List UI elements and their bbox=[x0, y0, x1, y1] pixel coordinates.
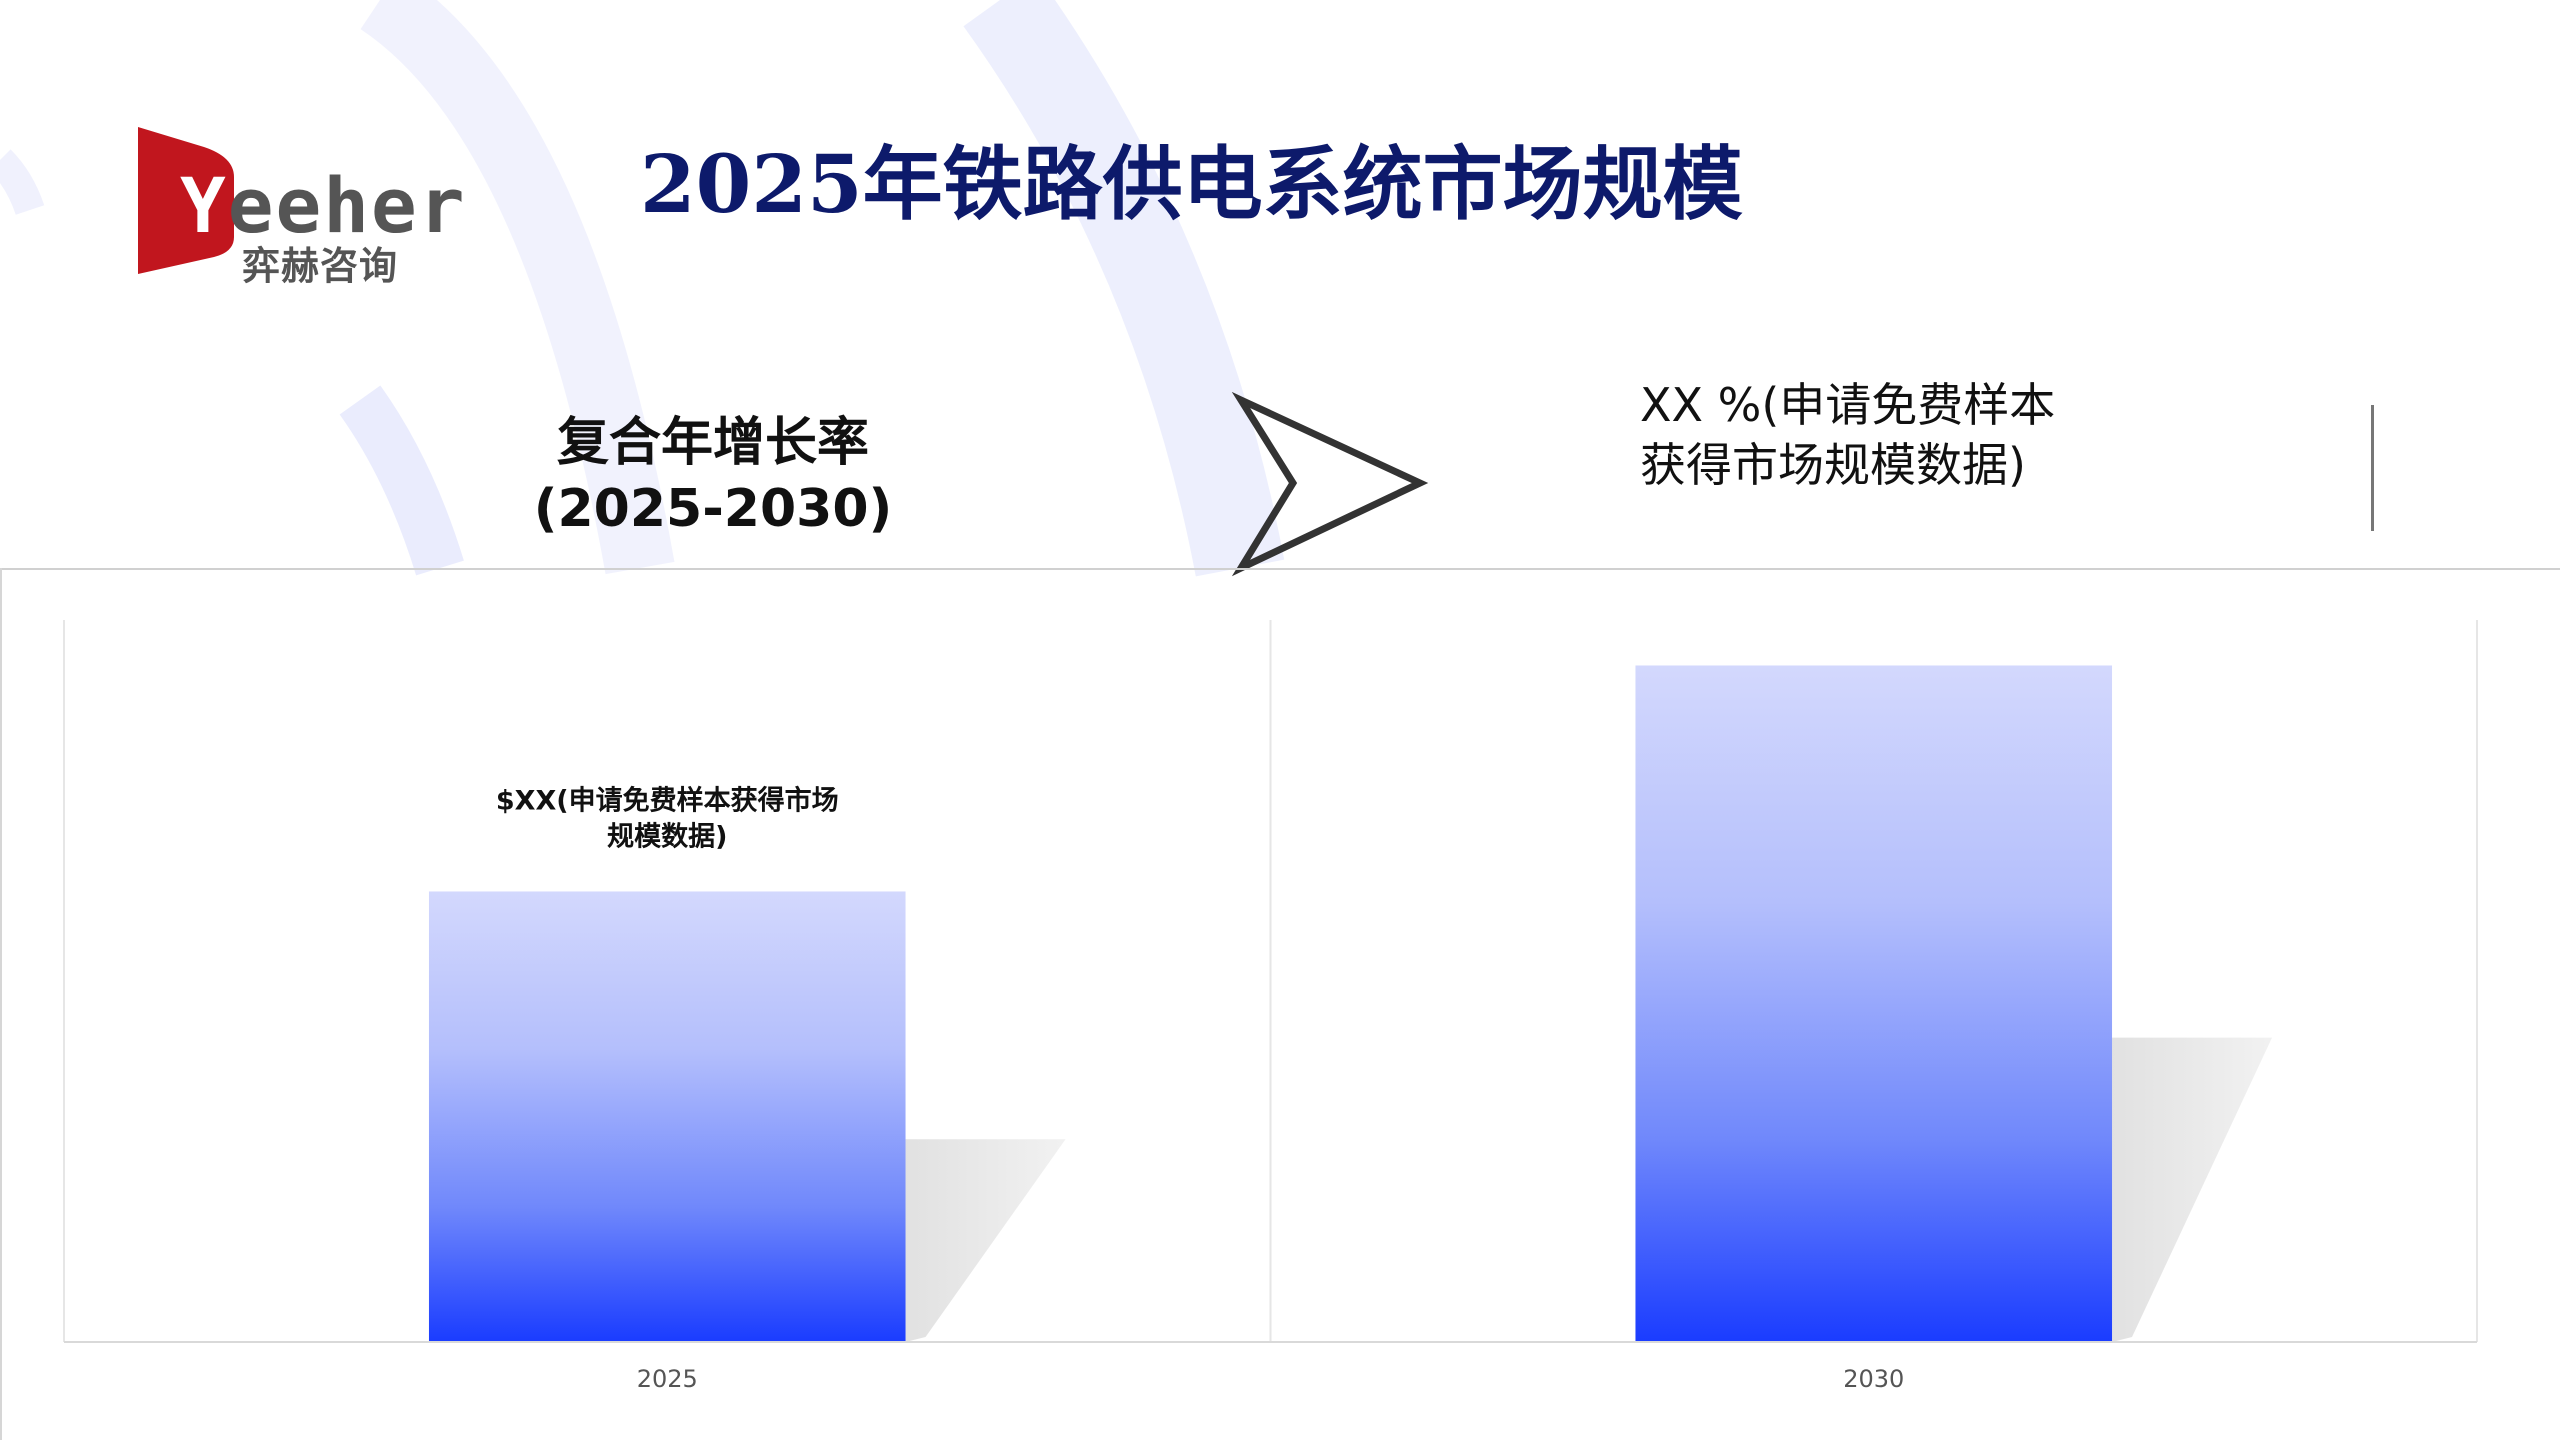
cagr-value-line2: 获得市场规模数据) bbox=[1640, 438, 2026, 492]
cagr-label-line2: (2025-2030) bbox=[533, 479, 893, 539]
data-label: 规模数据) bbox=[607, 821, 727, 852]
background-arc bbox=[360, 0, 675, 575]
x-tick-label: 2025 bbox=[637, 1365, 698, 1393]
cagr-label-line1: 复合年增长率 bbox=[556, 413, 869, 473]
logo-chinese: 弈赫咨询 bbox=[242, 244, 399, 288]
cagr-value: XX %(申请免费样本 获得市场规模数据) bbox=[1640, 375, 2340, 495]
background-arc bbox=[963, 0, 1285, 577]
data-label: $XX(申请免费样本获得市场 bbox=[496, 784, 839, 816]
chart-frame-left bbox=[0, 568, 2, 1440]
logo-letters: eeher bbox=[227, 161, 467, 250]
cagr-label: 复合年增长率 (2025-2030) bbox=[480, 410, 946, 542]
background-arc bbox=[339, 385, 464, 576]
bar-shadow bbox=[2112, 1037, 2273, 1342]
bar-2030 bbox=[1635, 665, 2113, 1342]
bar-shadow bbox=[905, 1139, 1066, 1342]
arrow-right-icon bbox=[1231, 392, 1429, 577]
background-arc bbox=[0, 149, 45, 216]
horizontal-divider bbox=[0, 568, 2560, 570]
logo-mark-icon bbox=[138, 127, 234, 274]
logo-letter: Y bbox=[180, 161, 228, 250]
bar-2025 bbox=[428, 891, 906, 1342]
cagr-value-line1: XX %(申请免费样本 bbox=[1640, 378, 2056, 432]
logo-text: Yeeher bbox=[180, 168, 467, 244]
vertical-divider bbox=[2371, 405, 2374, 531]
x-tick-label: 2030 bbox=[1843, 1365, 1904, 1393]
page-title: 2025年铁路供电系统市场规模 bbox=[640, 137, 1743, 231]
